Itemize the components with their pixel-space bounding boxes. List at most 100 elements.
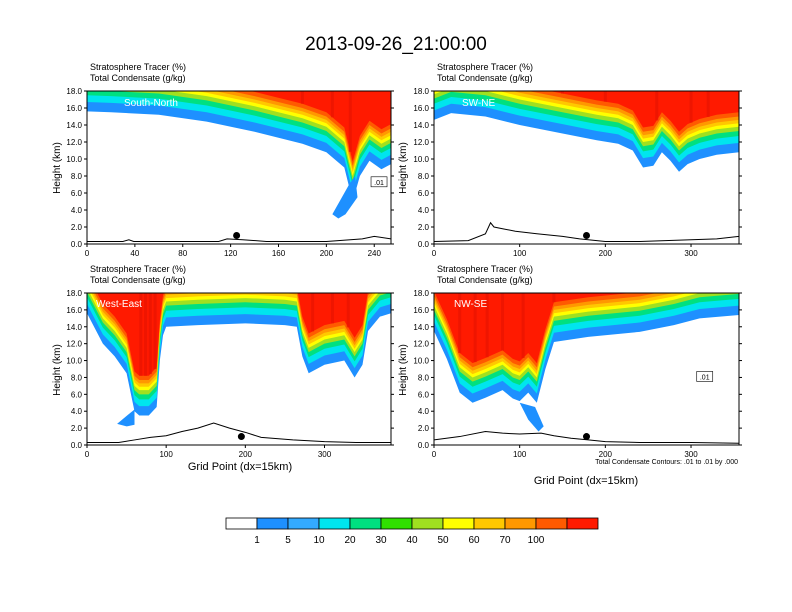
x-tick-label: 200	[599, 450, 613, 459]
tracer-streak	[458, 293, 462, 353]
y-tick-label: 18.0	[66, 289, 82, 298]
tracer-streak	[348, 91, 352, 152]
tracer-streak	[521, 293, 525, 359]
tracer-streak	[144, 293, 148, 376]
x-tick-label: 100	[513, 249, 527, 258]
terrain-line	[87, 422, 391, 443]
x-tick-label: 80	[178, 249, 187, 258]
x-tick-label: 200	[320, 249, 334, 258]
panel-header-tracer: Stratosphere Tracer (%)	[90, 62, 186, 72]
tracer-band	[94, 293, 371, 380]
x-tick-label: 0	[85, 450, 90, 459]
terrain-line	[434, 221, 739, 242]
plot-frame	[86, 292, 392, 446]
colorbar-swatch	[225, 517, 258, 530]
y-tick-label: 14.0	[413, 121, 429, 130]
y-tick-label: 16.0	[413, 104, 429, 113]
panel-label: South-North	[124, 98, 178, 109]
colorbar-swatch	[535, 517, 568, 530]
y-tick-label: 12.0	[413, 340, 429, 349]
y-tick-label: 10.0	[66, 357, 82, 366]
panel-nw-se: Stratosphere Tracer (%) Total Condensate…	[398, 264, 742, 487]
y-tick-label: 0.0	[71, 240, 83, 249]
x-tick-label: 300	[684, 450, 698, 459]
y-tick-label: 4.0	[418, 206, 430, 215]
y-tick-label: 10.0	[66, 155, 82, 164]
x-tick-label: 0	[85, 249, 90, 258]
y-tick-label: 4.0	[71, 407, 83, 416]
tracer-plume	[332, 176, 358, 219]
panel-west-east: Stratosphere Tracer (%) Total Condensate…	[52, 264, 394, 473]
tracer-streak	[485, 293, 489, 358]
colorbar-tick-label: 20	[344, 535, 356, 546]
y-tick-label: 16.0	[66, 306, 82, 315]
x-tick-label: 120	[224, 249, 238, 258]
tracer-plume	[117, 409, 135, 427]
colorbar-swatch	[349, 517, 382, 530]
tracer-streak	[330, 293, 334, 324]
tracer-streak	[655, 91, 659, 121]
x-tick-label: 40	[130, 249, 139, 258]
y-tick-label: 6.0	[71, 189, 83, 198]
y-tick-label: 10.0	[413, 155, 429, 164]
y-tick-label: 6.0	[71, 390, 83, 399]
tracer-streak	[330, 91, 334, 118]
contour-note: Total Condensate Contours: .01 to .01 by…	[595, 459, 738, 466]
plot-area: .01 0.0 2.0 4.0 6.0 8.0 10.0 12.0 14.0 16.0 18.0 0 1…	[413, 289, 742, 459]
x-tick-label: 240	[368, 249, 382, 258]
y-tick-label: 14.0	[66, 121, 82, 130]
tracer-streak	[552, 293, 556, 303]
colorbar-swatch	[287, 517, 320, 530]
panel-label: SW-NE	[462, 98, 495, 109]
tracer-band	[250, 91, 391, 162]
panel-header-tracer: Stratosphere Tracer (%)	[437, 264, 533, 274]
y-tick-label: 16.0	[413, 306, 429, 315]
y-tick-label: 8.0	[418, 172, 430, 181]
tracer-band	[434, 293, 632, 364]
y-axis-label: Height (km)	[52, 142, 63, 194]
tracer-streak	[300, 91, 304, 104]
panel-sw-ne: Stratosphere Tracer (%) Total Condensate…	[398, 62, 742, 258]
location-marker	[583, 433, 590, 441]
colorbar-swatch	[411, 517, 444, 530]
x-tick-label: 160	[272, 249, 286, 258]
colorbar-swatch	[318, 517, 351, 530]
x-tick-label: 100	[159, 450, 173, 459]
y-tick-label: 0.0	[71, 441, 83, 450]
y-tick-label: 2.0	[71, 223, 83, 232]
colorbar: 1 5 10 20 30 40 50 60 70 100	[225, 517, 599, 546]
y-tick-label: 2.0	[418, 223, 430, 232]
panel-header-condensate: Total Condensate (g/kg)	[90, 73, 186, 83]
plot-area: 0.0 2.0 4.0 6.0 8.0 10.0 12.0 14.0 16.0 18.0 0 100 2…	[66, 289, 394, 459]
tracer-streak	[689, 91, 693, 123]
plot-frame	[433, 292, 740, 446]
contour-label: .01	[374, 180, 384, 187]
y-axis-label: Height (km)	[52, 344, 63, 396]
x-tick-label: 300	[684, 249, 698, 258]
y-tick-label: 4.0	[418, 407, 430, 416]
tracer-streak	[501, 293, 505, 351]
colorbar-swatch	[442, 517, 475, 530]
panel-header-tracer: Stratosphere Tracer (%)	[437, 62, 533, 72]
x-tick-label: 0	[432, 249, 437, 258]
y-tick-label: 10.0	[413, 357, 429, 366]
plot-frame	[86, 90, 392, 245]
x-tick-label: 300	[318, 450, 332, 459]
tracer-plume	[519, 402, 544, 432]
panel-header-condensate: Total Condensate (g/kg)	[90, 275, 186, 285]
panel-label: NW-SE	[454, 299, 487, 310]
colorbar-swatch	[473, 517, 506, 530]
panel-header-condensate: Total Condensate (g/kg)	[437, 275, 533, 285]
colorbar-swatch	[256, 517, 289, 530]
colorbar-tick-label: 60	[468, 535, 480, 546]
y-tick-label: 0.0	[418, 441, 430, 450]
contour-label: .01	[700, 374, 710, 381]
tracer-streak	[473, 293, 477, 363]
panel-label: West-East	[96, 299, 142, 310]
location-marker	[583, 232, 590, 239]
figure-title: 2013-09-26_21:00:00	[305, 34, 487, 55]
panel-header-tracer: Stratosphere Tracer (%)	[90, 264, 186, 274]
tracer-streak	[311, 293, 315, 332]
y-axis-label: Height (km)	[398, 344, 409, 396]
colorbar-tick-label: 70	[499, 535, 511, 546]
